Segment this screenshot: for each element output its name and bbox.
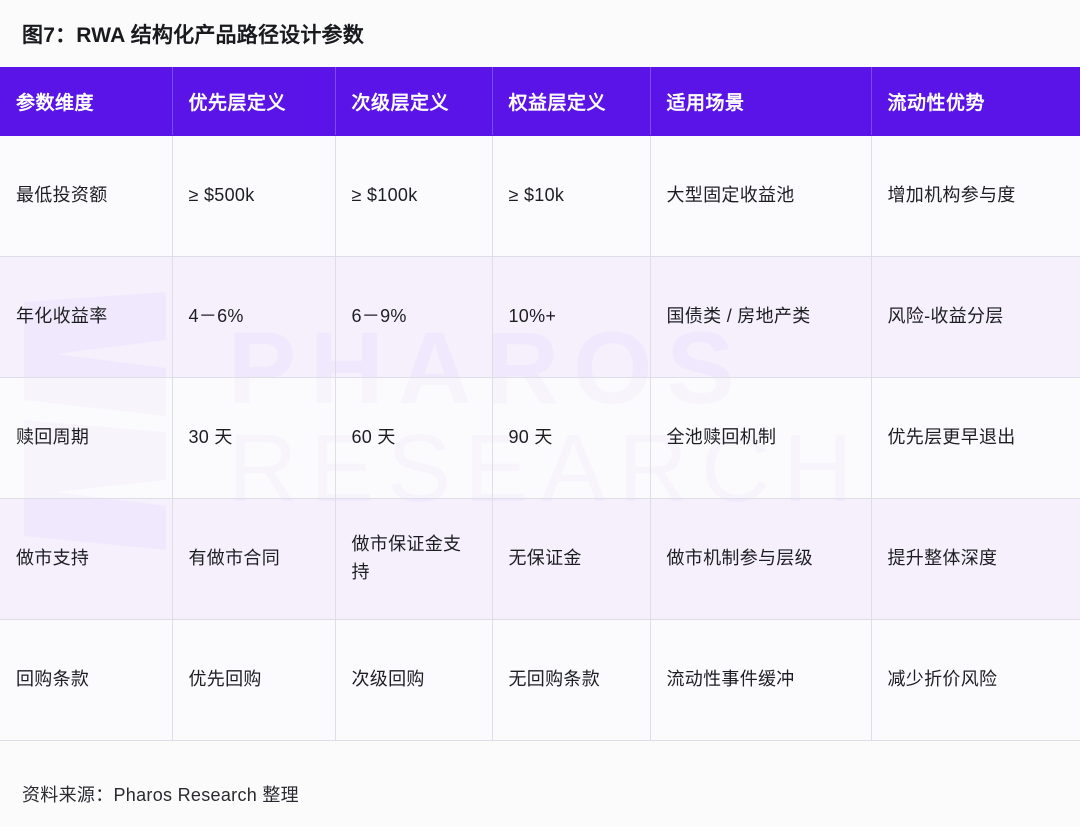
column-header-parameter-dimension: 参数维度 — [0, 67, 173, 136]
table-row: 年化收益率 4－6% 6－9% 10%+ 国债类 / 房地产类 风险-收益分层 — [0, 256, 1080, 378]
cell-parameter-dimension: 最低投资额 — [0, 135, 173, 257]
cell-mezzanine-tranche: 做市保证金支持 — [335, 498, 493, 620]
column-header-use-case: 适用场景 — [650, 67, 872, 136]
table-row: 最低投资额 ≥ $500k ≥ $100k ≥ $10k 大型固定收益池 增加机… — [0, 135, 1080, 257]
column-header-liquidity-advantage: 流动性优势 — [871, 67, 1080, 136]
cell-mezzanine-tranche: 60 天 — [335, 377, 493, 499]
cell-parameter-dimension: 赎回周期 — [0, 377, 173, 499]
cell-parameter-dimension: 年化收益率 — [0, 256, 173, 378]
cell-senior-tranche: 优先回购 — [172, 619, 336, 741]
cell-parameter-dimension: 做市支持 — [0, 498, 173, 620]
cell-liquidity-advantage: 优先层更早退出 — [871, 377, 1080, 499]
cell-use-case: 流动性事件缓冲 — [650, 619, 872, 741]
cell-parameter-dimension: 回购条款 — [0, 619, 173, 741]
cell-equity-tranche: 无回购条款 — [492, 619, 651, 741]
cell-liquidity-advantage: 风险-收益分层 — [871, 256, 1080, 378]
table-row: 回购条款 优先回购 次级回购 无回购条款 流动性事件缓冲 减少折价风险 — [0, 619, 1080, 741]
cell-liquidity-advantage: 增加机构参与度 — [871, 135, 1080, 257]
cell-use-case: 全池赎回机制 — [650, 377, 872, 499]
table-body: 最低投资额 ≥ $500k ≥ $100k ≥ $10k 大型固定收益池 增加机… — [0, 135, 1080, 741]
cell-senior-tranche: 4－6% — [172, 256, 336, 378]
table-header: 参数维度 优先层定义 次级层定义 权益层定义 适用场景 流动性优势 — [0, 67, 1080, 136]
parameter-table: 参数维度 优先层定义 次级层定义 权益层定义 适用场景 流动性优势 最低投资额 … — [0, 67, 1080, 741]
cell-mezzanine-tranche: 6－9% — [335, 256, 493, 378]
table-row: 赎回周期 30 天 60 天 90 天 全池赎回机制 优先层更早退出 — [0, 377, 1080, 499]
figure-source: 资料来源：Pharos Research 整理 — [0, 760, 1080, 827]
cell-use-case: 做市机制参与层级 — [650, 498, 872, 620]
cell-mezzanine-tranche: ≥ $100k — [335, 135, 493, 257]
table-container: 参数维度 优先层定义 次级层定义 权益层定义 适用场景 流动性优势 最低投资额 … — [0, 67, 1080, 760]
column-header-senior-tranche: 优先层定义 — [172, 67, 336, 136]
cell-mezzanine-tranche: 次级回购 — [335, 619, 493, 741]
cell-liquidity-advantage: 提升整体深度 — [871, 498, 1080, 620]
cell-senior-tranche: 30 天 — [172, 377, 336, 499]
cell-equity-tranche: 无保证金 — [492, 498, 651, 620]
cell-equity-tranche: ≥ $10k — [492, 135, 651, 257]
cell-equity-tranche: 90 天 — [492, 377, 651, 499]
table-header-row: 参数维度 优先层定义 次级层定义 权益层定义 适用场景 流动性优势 — [0, 67, 1080, 136]
cell-equity-tranche: 10%+ — [492, 256, 651, 378]
column-header-equity-tranche: 权益层定义 — [492, 67, 651, 136]
cell-use-case: 大型固定收益池 — [650, 135, 872, 257]
cell-senior-tranche: 有做市合同 — [172, 498, 336, 620]
cell-liquidity-advantage: 减少折价风险 — [871, 619, 1080, 741]
cell-use-case: 国债类 / 房地产类 — [650, 256, 872, 378]
table-row: 做市支持 有做市合同 做市保证金支持 无保证金 做市机制参与层级 提升整体深度 — [0, 498, 1080, 620]
figure-title: 图7：RWA 结构化产品路径设计参数 — [0, 0, 1080, 67]
column-header-mezzanine-tranche: 次级层定义 — [335, 67, 493, 136]
cell-senior-tranche: ≥ $500k — [172, 135, 336, 257]
